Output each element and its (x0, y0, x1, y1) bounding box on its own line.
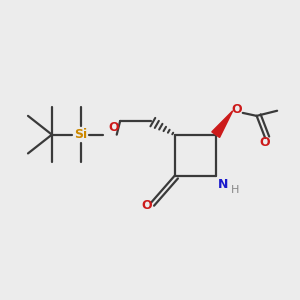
Text: O: O (141, 199, 152, 212)
Text: O: O (108, 121, 119, 134)
Text: O: O (260, 136, 271, 149)
Text: O: O (232, 103, 242, 116)
Text: N: N (218, 178, 229, 191)
Polygon shape (212, 111, 233, 137)
Text: Si: Si (74, 128, 88, 141)
Text: H: H (231, 185, 239, 195)
